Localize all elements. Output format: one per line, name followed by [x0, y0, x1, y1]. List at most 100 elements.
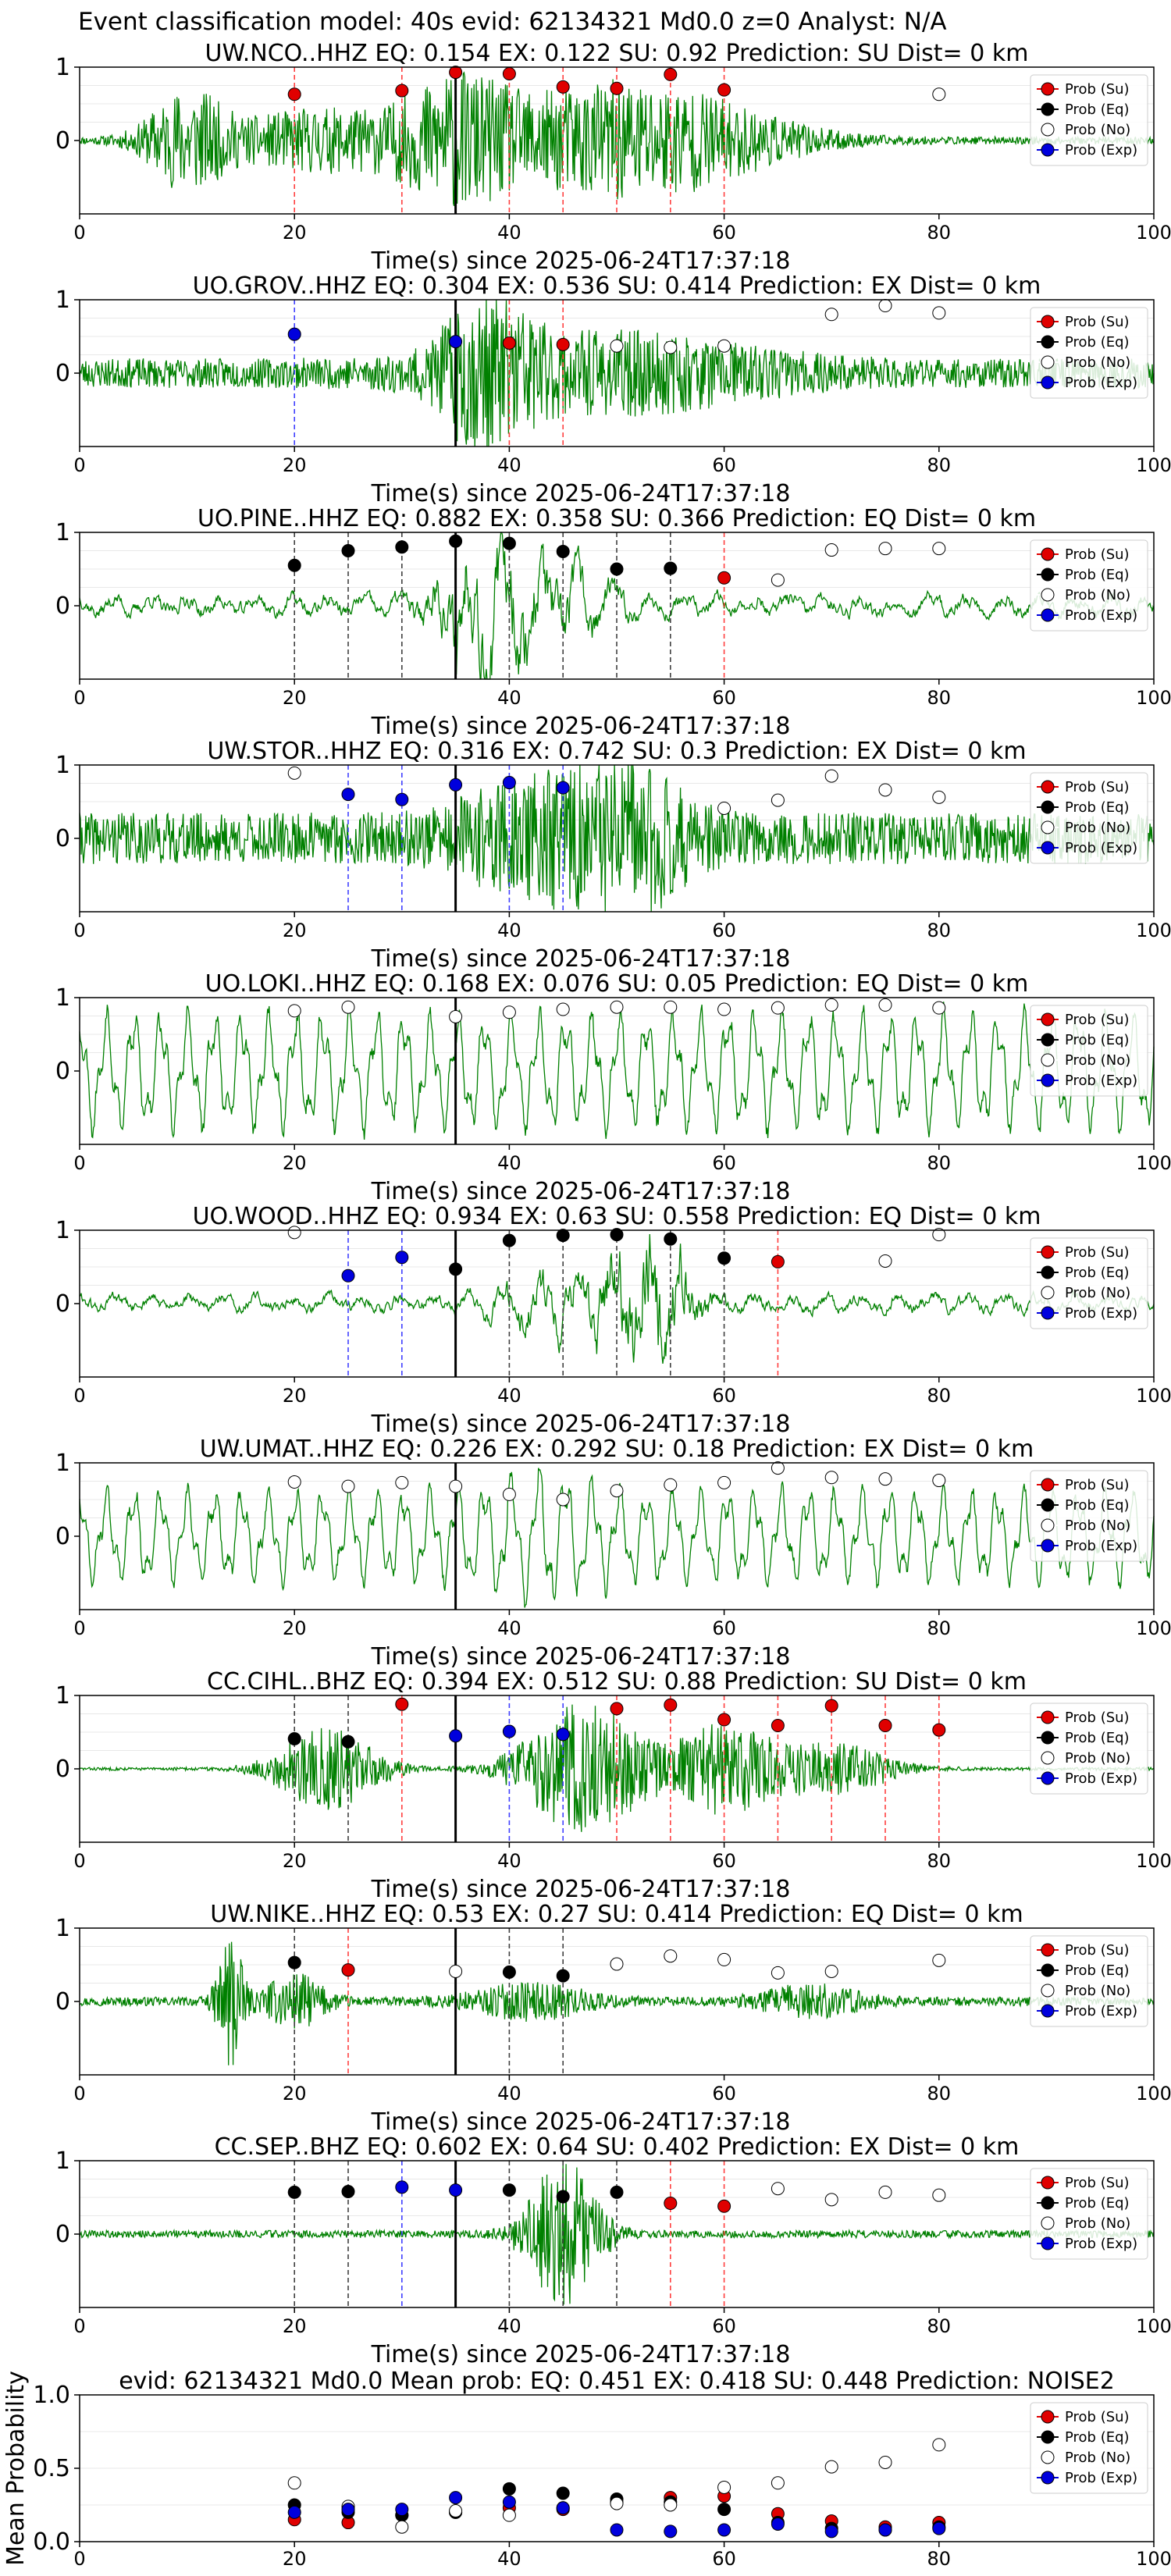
panel-7-prob-point-4	[502, 1724, 516, 1738]
panel-1-prob-point-3	[556, 337, 570, 351]
panel-8-legend-box	[1030, 1935, 1148, 2027]
summary-xtick-label-4: 80	[927, 2548, 952, 2570]
panel-7-prob-point-3	[449, 1729, 463, 1743]
panel-2-legend-marker-eq	[1041, 568, 1055, 582]
panel-0-legend-box	[1030, 74, 1148, 166]
panel-6-title: UW.UMAT..HHZ EQ: 0.226 EX: 0.292 SU: 0.1…	[200, 1436, 1034, 1463]
panel-4-legend-label-no: Prob (No)	[1065, 1052, 1130, 1069]
panel-3-legend-marker-no	[1041, 820, 1055, 834]
panel-3-prob-point-4	[502, 776, 516, 790]
panel-4-xtick-label-5: 100	[1136, 1152, 1171, 1174]
panel-6-xtick-label-3: 60	[712, 1617, 736, 1639]
panel-8-title: UW.NIKE..HHZ EQ: 0.53 EX: 0.27 SU: 0.414…	[210, 1901, 1023, 1928]
panel-8: 0 20 40 60 80 100 1 0 UW.NIKE..HHZ EQ: 0.53 EX: …	[55, 1901, 1171, 2136]
panel-1-prob-point-8	[878, 299, 892, 313]
panel-2-legend-label-su: Prob (Su)	[1065, 546, 1130, 563]
panel-0: 0 20 40 60 80 100 1 0 UW.NCO..HHZ EQ: 0.154 EX: …	[55, 40, 1171, 275]
panel-5-prob-point-1	[341, 1268, 355, 1283]
summary-point-exp-10	[824, 2524, 838, 2539]
panel-3-xtick-label-1: 20	[283, 920, 307, 941]
panel-7-xtick-label-1: 20	[283, 1850, 307, 1872]
panel-5-legend-box	[1030, 1237, 1148, 1329]
panel-8-legend-label-exp: Prob (Exp)	[1065, 2003, 1137, 2019]
panel-3-ytick-label-0: 1	[55, 752, 70, 779]
summary-point-eq-5	[556, 2486, 570, 2500]
panel-9-title: CC.SEP..BHZ EQ: 0.602 EX: 0.64 SU: 0.402…	[215, 2133, 1020, 2161]
summary-ylabel: Mean Probability	[2, 2371, 30, 2566]
panel-1-xtick-label-5: 100	[1136, 454, 1171, 476]
panel-5-xtick-label-2: 40	[497, 1385, 521, 1407]
panel-2: 0 20 40 60 80 100 1 0 UO.PINE..HHZ EQ: 0.882 EX:…	[55, 505, 1171, 740]
panel-6-legend-label-su: Prob (Su)	[1065, 1477, 1130, 1493]
panel-2-prob-point-2	[395, 540, 409, 554]
panel-2-legend-label-eq: Prob (Eq)	[1065, 567, 1130, 583]
panel-2-prob-point-10	[824, 543, 838, 557]
panel-8-xtick-label-2: 40	[497, 2083, 521, 2105]
panel-1-ytick-label-0: 1	[55, 286, 70, 314]
panel-8-prob-point-3	[502, 1965, 516, 1979]
panel-4-prob-point-3	[502, 1005, 516, 1019]
panel-8-legend-label-eq: Prob (Eq)	[1065, 1962, 1130, 1979]
panel-4-legend-label-su: Prob (Su)	[1065, 1012, 1130, 1028]
panel-5-ytick-label-0: 1	[55, 1217, 70, 1244]
panel-9: 0 20 40 60 80 100 1 0 CC.SEP..BHZ EQ: 0.602 EX: …	[55, 2133, 1171, 2368]
panel-6-legend-label-exp: Prob (Exp)	[1065, 1538, 1137, 1554]
panel-7-title: CC.CIHL..BHZ EQ: 0.394 EX: 0.512 SU: 0.8…	[207, 1668, 1027, 1695]
panel-0-ytick-label-0: 1	[55, 54, 70, 81]
panel-7-prob-point-7	[664, 1698, 678, 1712]
panel-3-legend-marker-exp	[1041, 841, 1055, 855]
panel-0-legend-marker-su	[1041, 82, 1055, 96]
panel-5: 0 20 40 60 80 100 1 0 UO.WOOD..HHZ EQ: 0.934 EX:…	[55, 1203, 1171, 1438]
panel-8-prob-point-6	[664, 1949, 678, 1963]
panel-9-prob-point-6	[610, 2185, 624, 2199]
panel-1-prob-point-0	[287, 327, 301, 341]
panel-7-prob-point-12	[932, 1723, 946, 1737]
summary-xtick-label-2: 40	[497, 2548, 521, 2570]
summary-point-no-6	[610, 2496, 624, 2510]
panel-5-prob-point-3	[449, 1262, 463, 1276]
panel-6-prob-point-1	[341, 1479, 355, 1493]
summary-point-exp-12	[932, 2521, 946, 2535]
panel-6-legend-marker-exp	[1041, 1539, 1055, 1553]
panel-1-prob-point-5	[664, 340, 678, 354]
panel-4-prob-point-11	[932, 1001, 946, 1015]
panel-2-xlabel: Time(s) since 2025-06-24T17:37:18	[371, 713, 791, 740]
panel-3-legend-marker-eq	[1041, 800, 1055, 814]
panel-2-prob-point-5	[556, 544, 570, 558]
panel-0-xtick-label-5: 100	[1136, 222, 1171, 244]
panel-9-legend-box	[1030, 2168, 1148, 2260]
summary-point-exp-9	[771, 2517, 785, 2531]
panel-6-prob-point-7	[664, 1478, 678, 1492]
panel-7-legend-label-eq: Prob (Eq)	[1065, 1730, 1130, 1746]
panel-8-xtick-label-1: 20	[283, 2083, 307, 2105]
panel-1-xtick-label-4: 80	[927, 454, 952, 476]
panel-6-legend-box	[1030, 1470, 1148, 1562]
panel-5-legend-marker-exp	[1041, 1306, 1055, 1320]
panel-0-prob-point-8	[932, 87, 946, 101]
panel-9-prob-point-7	[664, 2197, 678, 2211]
panel-6-prob-point-2	[395, 1475, 409, 1489]
panel-5-xtick-label-3: 60	[712, 1385, 736, 1407]
panel-9-xtick-label-1: 20	[283, 2315, 307, 2337]
panel-0-prob-point-4	[556, 80, 570, 94]
summary-legend-marker-eq	[1041, 2430, 1055, 2444]
panel-1-legend-marker-exp	[1041, 375, 1055, 390]
panel-3-legend-marker-su	[1041, 780, 1055, 794]
panel-2-xtick-label-0: 0	[73, 687, 85, 709]
panel-7-prob-point-11	[878, 1719, 892, 1733]
panel-0-legend-label-eq: Prob (Eq)	[1065, 101, 1130, 118]
panel-4-prob-point-1	[341, 1000, 355, 1014]
panel-1-ytick-label-1: 0	[55, 360, 70, 387]
panel-6-xlabel: Time(s) since 2025-06-24T17:37:18	[371, 1643, 791, 1670]
panel-0-title: UW.NCO..HHZ EQ: 0.154 EX: 0.122 SU: 0.92…	[205, 40, 1029, 67]
panel-0-prob-point-0	[287, 87, 301, 101]
panel-7-prob-point-2	[395, 1697, 409, 1711]
panel-0-prob-point-6	[664, 67, 678, 81]
summary-legend-marker-su	[1041, 2410, 1055, 2424]
panel-0-prob-point-7	[717, 83, 731, 97]
panel-1-prob-point-4	[610, 339, 624, 353]
panel-2-waveform	[79, 532, 1155, 680]
panel-3-legend-label-su: Prob (Su)	[1065, 779, 1130, 795]
panel-9-legend-marker-eq	[1041, 2196, 1055, 2210]
